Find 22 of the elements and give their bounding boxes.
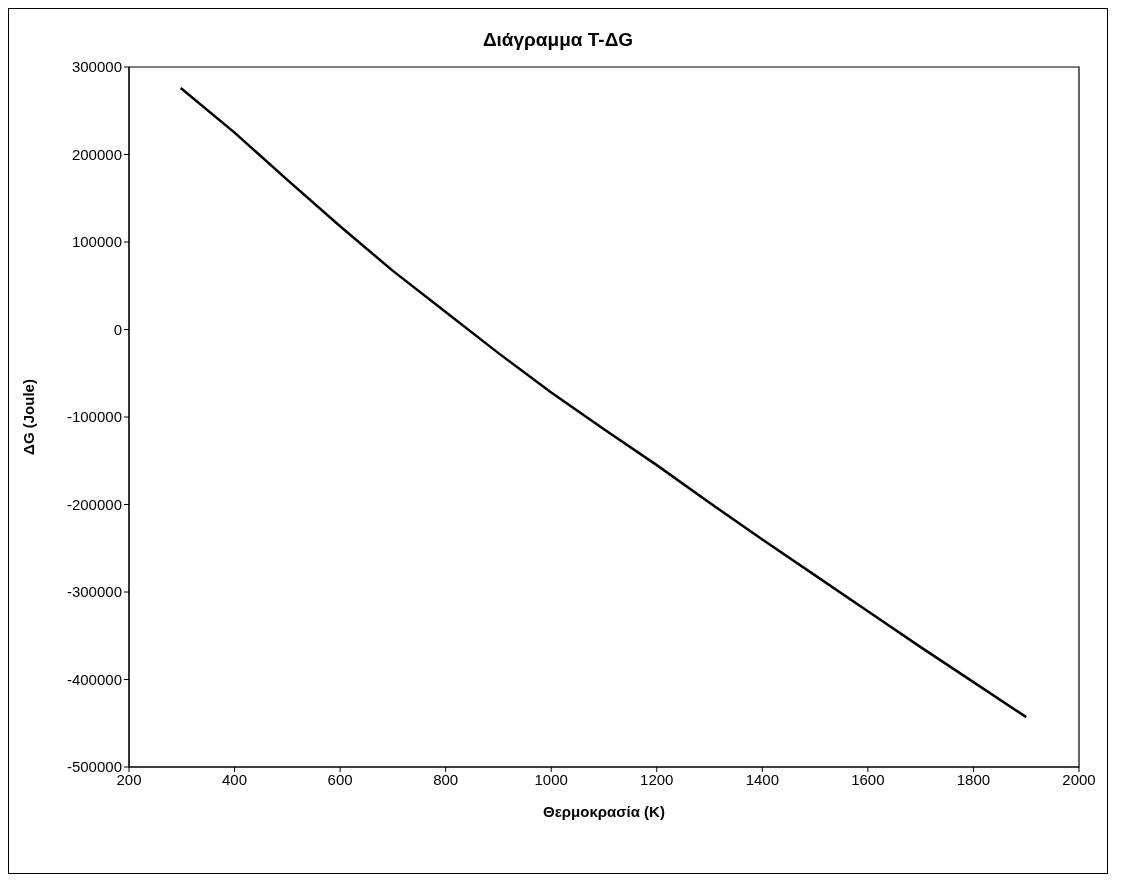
line-series [179, 86, 1028, 719]
y-tick-label: -500000 [66, 758, 122, 776]
chart-title: Διάγραμμα T-ΔG [481, 29, 635, 52]
x-tick-label: 1400 [745, 770, 780, 788]
y-tick-label: -200000 [66, 495, 122, 513]
x-tick-label: 2000 [1062, 770, 1096, 788]
y-axis-title: ΔG (Joule) [20, 379, 38, 455]
y-tick-label: 300000 [71, 58, 122, 76]
x-tick-label: 600 [327, 770, 353, 788]
x-axis-title: Θερμοκρασία (K) [543, 803, 665, 820]
x-tick-label: 1200 [640, 770, 674, 788]
y-tick-label: -300000 [66, 583, 122, 601]
y-tick-label: 0 [113, 320, 122, 338]
x-tick-label: 800 [433, 770, 459, 788]
x-tick-label: 400 [222, 770, 248, 788]
x-tick-label: 1000 [534, 770, 568, 788]
y-tick-label: -400000 [66, 670, 122, 688]
y-tick-label: 200000 [71, 145, 122, 163]
y-tick-label: 100000 [71, 233, 122, 251]
x-tick-label: 1600 [851, 770, 885, 788]
x-tick-label: 1800 [956, 770, 991, 788]
y-tick-label: -100000 [66, 408, 122, 426]
